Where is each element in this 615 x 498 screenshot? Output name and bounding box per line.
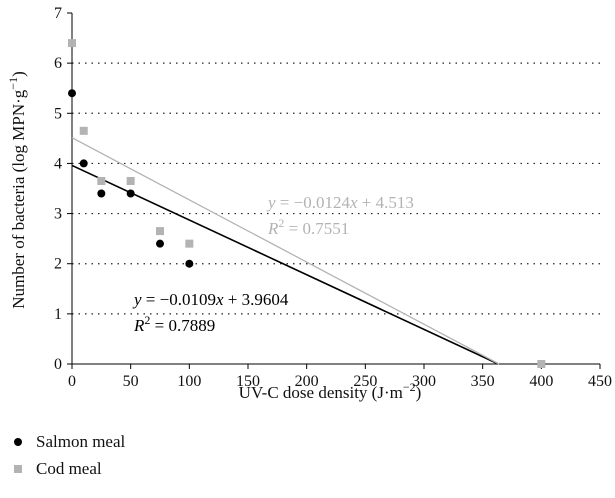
salmon-point xyxy=(185,259,194,268)
x-tick-label-150: 150 xyxy=(236,373,260,390)
salmon-point xyxy=(156,239,164,248)
salmon-point xyxy=(126,189,135,198)
legend-label-cod: Cod meal xyxy=(36,458,102,478)
axes xyxy=(67,12,601,369)
x-tick-label-100: 100 xyxy=(177,373,201,390)
x-tick-label-300: 300 xyxy=(412,373,436,390)
x-tick-label-0: 0 xyxy=(68,373,76,390)
trendlines xyxy=(71,137,500,365)
legend-square-marker xyxy=(14,464,22,473)
legend: Salmon meal Cod meal xyxy=(14,428,125,482)
salmon-trendline xyxy=(71,164,499,365)
legend-label-salmon: Salmon meal xyxy=(36,431,126,451)
cod-point xyxy=(97,176,106,185)
x-tick-labels: 0 50 100 150 200 250 300 350 400 450 xyxy=(68,373,612,390)
x-tick-label-400: 400 xyxy=(529,373,553,390)
y-tick-label-5: 5 xyxy=(54,105,62,122)
y-tick-label-1: 1 xyxy=(54,306,62,323)
y-tick-label-4: 4 xyxy=(54,155,62,172)
grid-lines xyxy=(72,62,600,315)
y-tick-label-7: 7 xyxy=(54,5,62,22)
cod-r-squared: R2 = 0.7551 xyxy=(267,216,349,238)
x-tick-label-200: 200 xyxy=(295,373,319,390)
y-tick-label-3: 3 xyxy=(54,206,62,223)
y-tick-label-2: 2 xyxy=(54,256,62,273)
salmon-r-squared: R2 = 0.7889 xyxy=(133,313,215,335)
salmon-point xyxy=(79,159,88,168)
cod-point xyxy=(79,126,88,135)
cod-point xyxy=(156,227,164,236)
legend-item-cod: Cod meal xyxy=(14,455,125,482)
legend-circle-marker xyxy=(14,437,22,446)
x-tick-label-50: 50 xyxy=(123,373,139,390)
salmon-point xyxy=(68,89,76,98)
x-tick-label-450: 450 xyxy=(588,373,612,390)
cod-trendline xyxy=(71,137,500,365)
cod-point xyxy=(68,39,76,48)
salmon-point xyxy=(97,189,106,198)
y-axis-title: Number of bacteria (log MPN·g−1) xyxy=(6,71,28,309)
legend-item-salmon: Salmon meal xyxy=(14,428,125,455)
x-tick-label-350: 350 xyxy=(471,373,495,390)
x-axis-title: UV-C dose density (J·m−2) xyxy=(239,380,422,402)
y-tick-label-6: 6 xyxy=(54,55,62,72)
data-points xyxy=(68,39,546,368)
cod-point xyxy=(185,239,194,248)
cod-trend-equation: y = −0.0124x + 4.513 xyxy=(266,193,414,212)
y-tick-labels: 0 1 2 3 4 5 6 7 xyxy=(54,5,62,373)
salmon-trend-equation: y = −0.0109x + 3.9604 xyxy=(132,290,289,309)
y-tick-label-0: 0 xyxy=(54,356,62,373)
cod-point xyxy=(537,360,546,368)
cod-point xyxy=(126,176,135,185)
x-tick-label-250: 250 xyxy=(353,373,377,390)
